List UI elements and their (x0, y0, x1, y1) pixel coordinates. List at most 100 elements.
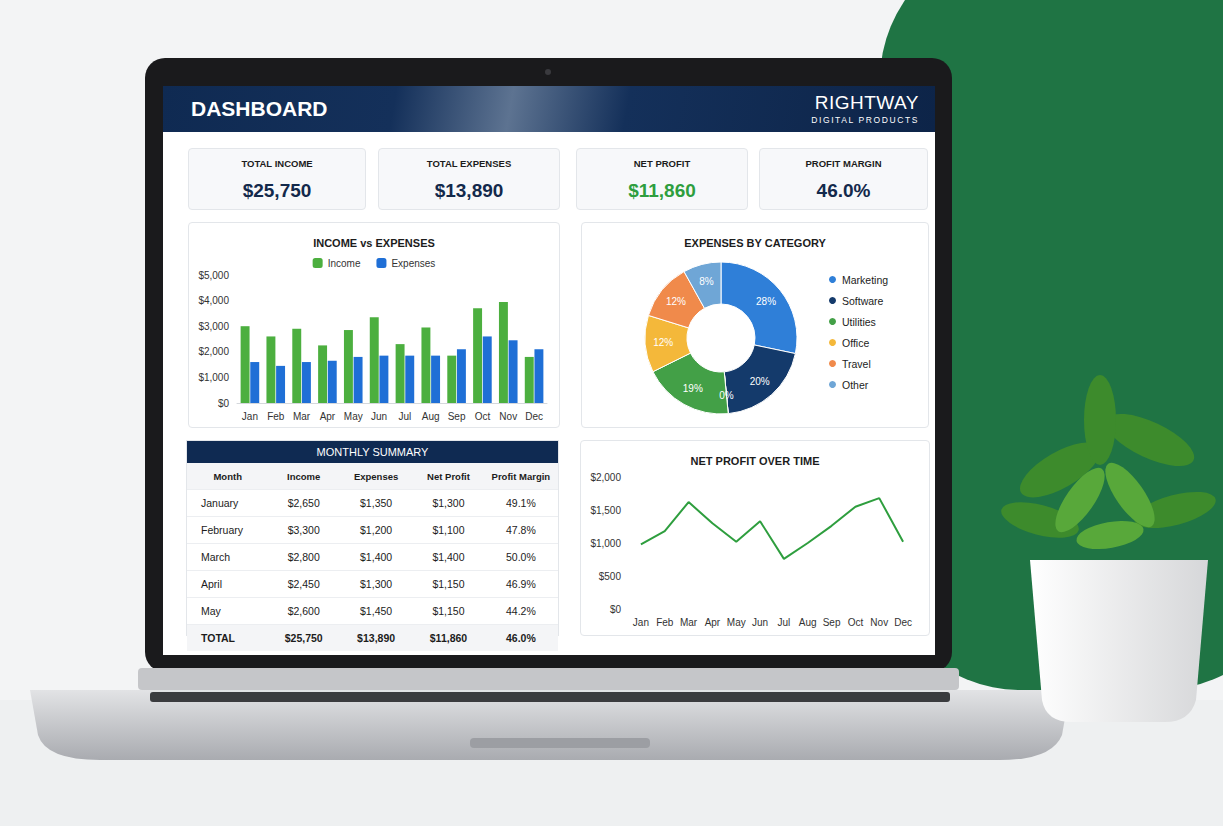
svg-text:Dec: Dec (894, 617, 912, 628)
html-text:$1,300: $1,300 (432, 497, 465, 509)
svg-text:INCOME vs EXPENSES: INCOME vs EXPENSES (313, 237, 435, 249)
svg-text:Travel: Travel (842, 358, 871, 370)
html-text:$3,300: $3,300 (287, 524, 320, 536)
svg-text:Jan: Jan (242, 411, 258, 422)
html-text:DIGITAL PRODUCTS: DIGITAL PRODUCTS (811, 115, 919, 125)
html-text:$11,860: $11,860 (429, 632, 468, 644)
html-text:$13,890: $13,890 (357, 632, 396, 644)
svg-text:Nov: Nov (870, 617, 888, 628)
html-text:February: February (201, 524, 243, 536)
svg-text:$0: $0 (218, 398, 230, 409)
html-text:$1,200: $1,200 (360, 524, 393, 536)
svg-text:Software: Software (842, 295, 884, 307)
svg-text:12%: 12% (653, 337, 673, 348)
svg-text:Sep: Sep (823, 617, 841, 628)
svg-text:NET PROFIT OVER TIME: NET PROFIT OVER TIME (691, 455, 820, 467)
svg-text:Apr: Apr (320, 411, 336, 422)
svg-text:May: May (344, 411, 363, 422)
html-text:50.0%: 50.0% (506, 551, 536, 563)
svg-text:Apr: Apr (705, 617, 721, 628)
html-text:$1,150: $1,150 (432, 605, 465, 617)
html-text:Net Profit: Net Profit (427, 470, 470, 482)
svg-text:Expenses: Expenses (391, 258, 435, 269)
svg-text:0%: 0% (719, 390, 734, 401)
html-text:TOTAL: TOTAL (201, 632, 235, 644)
svg-text:Marketing: Marketing (842, 274, 888, 286)
svg-text:Feb: Feb (656, 617, 674, 628)
html-text:$1,150: $1,150 (432, 578, 465, 590)
svg-text:$2,000: $2,000 (198, 346, 229, 357)
svg-text:20%: 20% (750, 376, 770, 387)
svg-text:$5,000: $5,000 (198, 270, 229, 281)
svg-text:May: May (727, 617, 746, 628)
html-text:$1,100: $1,100 (432, 524, 465, 536)
svg-text:Mar: Mar (293, 411, 311, 422)
html-text:$11,860: $11,860 (628, 180, 696, 201)
svg-text:Feb: Feb (267, 411, 285, 422)
svg-text:$1,000: $1,000 (590, 538, 621, 549)
svg-text:8%: 8% (699, 276, 714, 287)
svg-text:Sep: Sep (448, 411, 466, 422)
html-text:44.2%: 44.2% (506, 605, 536, 617)
svg-text:$2,000: $2,000 (590, 472, 621, 483)
html-text:PROFIT MARGIN: PROFIT MARGIN (805, 158, 882, 169)
svg-text:19%: 19% (683, 383, 703, 394)
svg-text:Other: Other (842, 379, 869, 391)
html-text:Month: Month (213, 470, 242, 482)
svg-text:Aug: Aug (799, 617, 817, 628)
svg-text:Office: Office (842, 337, 869, 349)
svg-text:$4,000: $4,000 (198, 295, 229, 306)
html-text:April: April (201, 578, 222, 590)
svg-text:Oct: Oct (475, 411, 491, 422)
svg-text:$0: $0 (610, 604, 622, 615)
html-text:RIGHTWAY: RIGHTWAY (814, 92, 919, 113)
svg-text:$1,000: $1,000 (198, 372, 229, 383)
html-text:MONTHLY SUMMARY: MONTHLY SUMMARY (316, 446, 429, 458)
html-text:Expenses: Expenses (353, 470, 399, 482)
html-text:$1,400: $1,400 (432, 551, 465, 563)
svg-text:Oct: Oct (848, 617, 864, 628)
html-text:46.0%: 46.0% (506, 632, 536, 644)
html-text:$25,750: $25,750 (284, 632, 323, 644)
html-text:NET PROFIT: NET PROFIT (633, 158, 691, 169)
svg-text:Utilities: Utilities (842, 316, 876, 328)
html-text:TOTAL EXPENSES: TOTAL EXPENSES (426, 158, 512, 169)
svg-text:12%: 12% (666, 296, 686, 307)
html-text:47.8%: 47.8% (506, 524, 536, 536)
html-text:$1,300: $1,300 (360, 578, 393, 590)
svg-text:Jan: Jan (633, 617, 649, 628)
svg-text:$3,000: $3,000 (198, 321, 229, 332)
svg-text:Dec: Dec (525, 411, 543, 422)
html-text:$1,400: $1,400 (360, 551, 393, 563)
html-text:DASHBOARD: DASHBOARD (191, 97, 328, 120)
html-text:$25,750: $25,750 (242, 180, 312, 201)
html-text:January: January (201, 497, 239, 509)
svg-text:Jun: Jun (752, 617, 768, 628)
html-text:Profit Margin: Profit Margin (491, 470, 551, 482)
svg-text:Jun: Jun (371, 411, 387, 422)
svg-text:Jul: Jul (399, 411, 412, 422)
svg-text:Nov: Nov (499, 411, 517, 422)
html-text:$2,600: $2,600 (287, 605, 320, 617)
svg-text:Jul: Jul (778, 617, 791, 628)
html-text:$1,450: $1,450 (360, 605, 393, 617)
html-text:$2,800: $2,800 (287, 551, 320, 563)
html-text:March: March (201, 551, 231, 563)
html-text:$2,450: $2,450 (287, 578, 320, 590)
html-text:Income: Income (287, 470, 321, 482)
html-text:46.0%: 46.0% (816, 180, 871, 201)
html-text:46.9%: 46.9% (506, 578, 536, 590)
html-text:TOTAL INCOME: TOTAL INCOME (241, 158, 313, 169)
html-text:$1,350: $1,350 (360, 497, 393, 509)
svg-text:Aug: Aug (422, 411, 440, 422)
svg-text:Income: Income (328, 258, 361, 269)
html-text:$2,650: $2,650 (287, 497, 320, 509)
svg-text:$500: $500 (599, 571, 622, 582)
html-text:May: May (201, 605, 221, 617)
svg-text:28%: 28% (756, 296, 776, 307)
html-text:$13,890: $13,890 (434, 180, 504, 201)
svg-text:$1,500: $1,500 (590, 505, 621, 516)
svg-text:Mar: Mar (680, 617, 698, 628)
svg-text:EXPENSES BY CATEGORY: EXPENSES BY CATEGORY (684, 237, 826, 249)
html-text:49.1%: 49.1% (506, 497, 536, 509)
